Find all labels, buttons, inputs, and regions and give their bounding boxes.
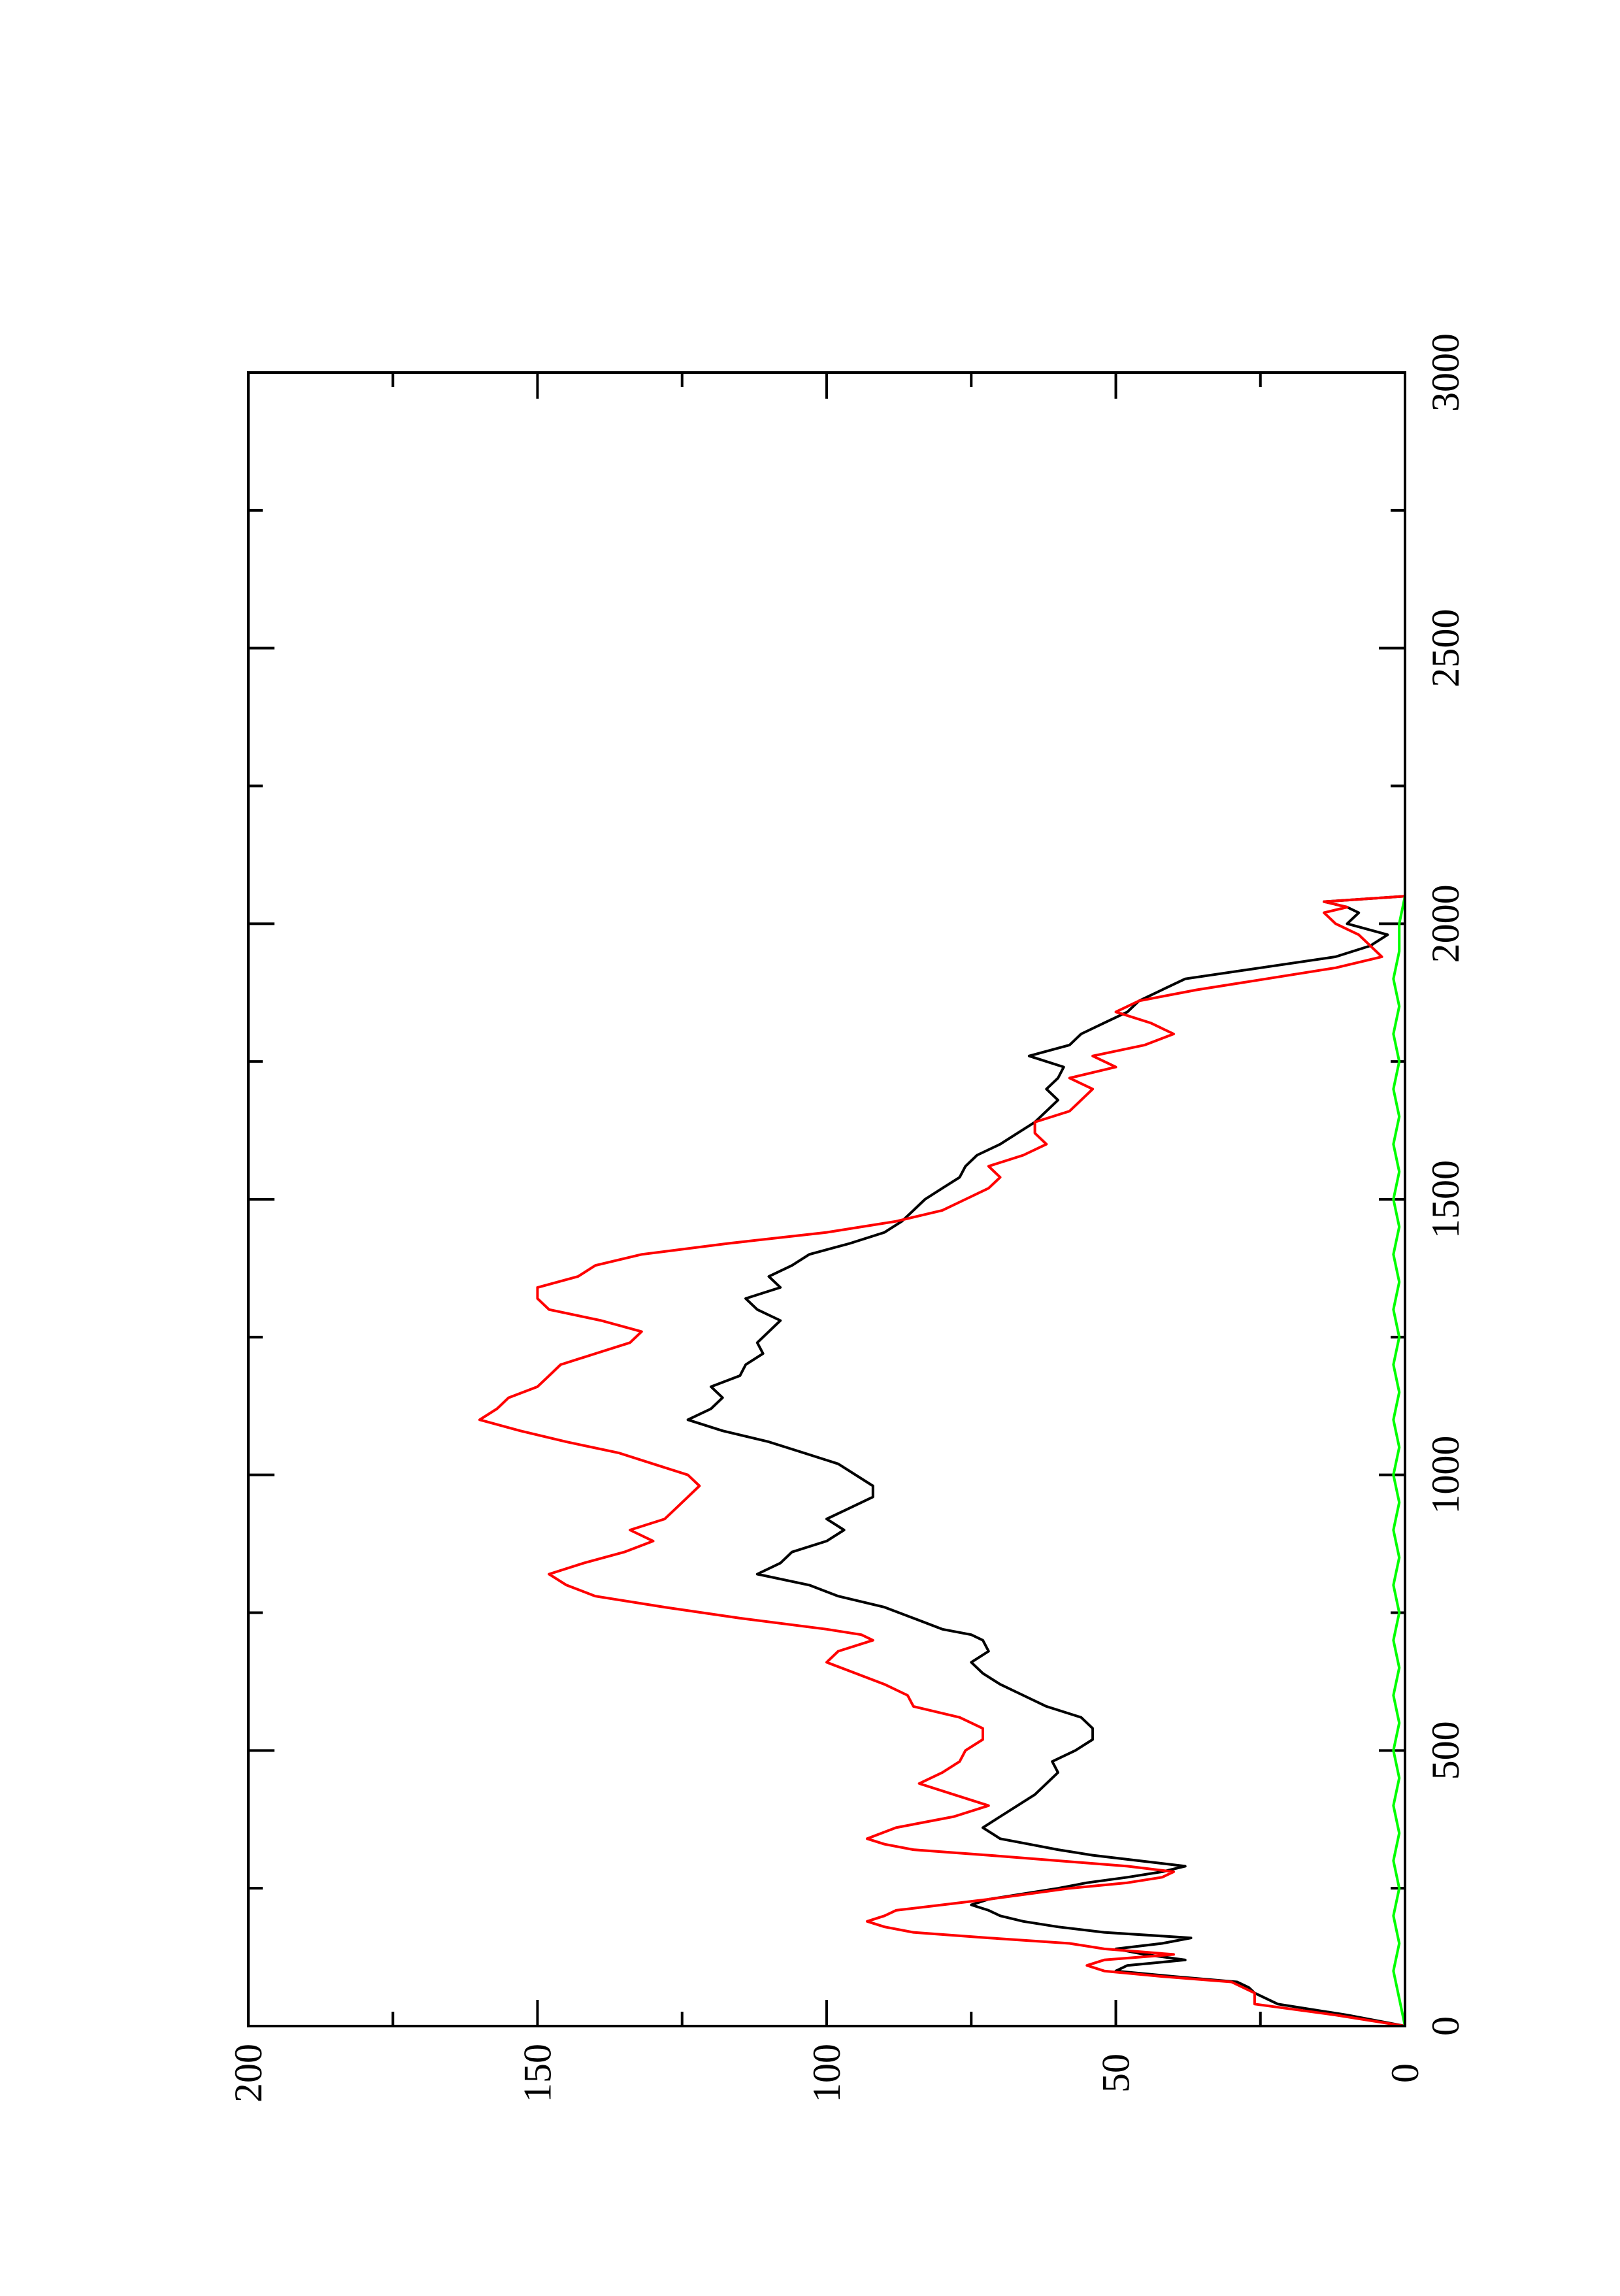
plot-frame bbox=[247, 371, 1406, 2027]
data-series bbox=[478, 895, 1406, 2027]
x-tick-label: 2000 bbox=[1424, 884, 1467, 963]
x-tick-label: 1000 bbox=[1424, 1436, 1467, 1514]
x-tick-label: 500 bbox=[1424, 1721, 1467, 1780]
y-tick-label: 200 bbox=[227, 2044, 270, 2103]
x-tick-label: 0 bbox=[1424, 2016, 1467, 2036]
y-tick-label: 0 bbox=[1383, 2063, 1427, 2083]
series-line-2 bbox=[478, 895, 1406, 2027]
x-tick-label: 1500 bbox=[1424, 1160, 1467, 1239]
series-line-3 bbox=[1392, 895, 1406, 2027]
tick-labels: 0 500 1000 1500 2000 2500 3000 0 50 100 150 200 bbox=[227, 333, 1467, 2103]
x-tick-label: 3000 bbox=[1424, 333, 1467, 412]
x-tick-label: 2500 bbox=[1424, 609, 1467, 688]
y-tick-label: 100 bbox=[805, 2044, 848, 2103]
y-tick-label: 150 bbox=[516, 2044, 559, 2103]
y-tick-label: 50 bbox=[1095, 2054, 1138, 2093]
